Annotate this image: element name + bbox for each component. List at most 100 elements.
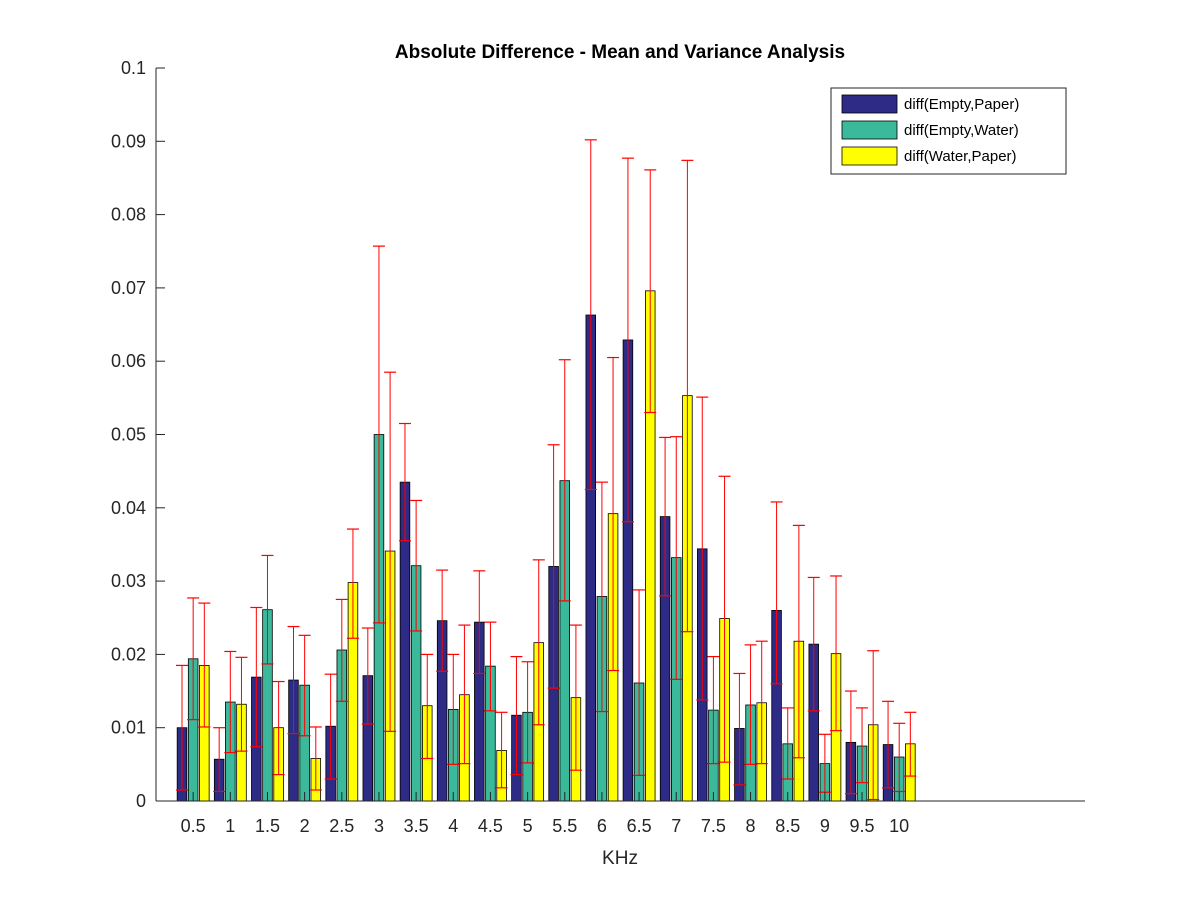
y-tick-label: 0: [136, 791, 146, 811]
legend-swatch: [841, 120, 898, 140]
error-bar: [410, 499, 423, 632]
error-bar: [250, 606, 263, 748]
error-bar: [867, 650, 880, 801]
y-tick-label: 0.02: [111, 644, 146, 664]
legend: diff(Empty,Paper) diff(Empty,Water) diff(W…: [830, 87, 1067, 175]
error-bar: [372, 245, 385, 624]
error-bar: [744, 644, 757, 765]
error-bar: [904, 711, 917, 777]
error-bar: [213, 727, 226, 793]
error-bar: [272, 680, 285, 776]
error-bars-layer: [176, 139, 917, 801]
x-tick-label: 1: [225, 816, 235, 836]
y-tick-label: 0.09: [111, 131, 146, 151]
x-tick-label: 2.5: [329, 816, 354, 836]
error-bar: [287, 625, 300, 735]
error-bar: [882, 700, 895, 789]
error-bar: [681, 159, 694, 633]
error-bar: [830, 575, 843, 732]
legend-label: diff(Empty,Paper): [904, 96, 1019, 113]
error-bar: [298, 634, 311, 737]
error-bar: [346, 528, 359, 639]
x-tick-label: 9: [820, 816, 830, 836]
error-bar: [532, 559, 545, 726]
error-bar: [309, 726, 322, 791]
error-bar: [235, 656, 248, 752]
error-bar: [361, 627, 374, 725]
x-tick-label: 5.5: [552, 816, 577, 836]
error-bar: [569, 624, 582, 771]
error-bar: [547, 444, 560, 689]
error-bar: [558, 359, 571, 602]
error-bar: [584, 139, 597, 491]
y-tick-label: 0.08: [111, 205, 146, 225]
error-bar: [755, 640, 768, 765]
error-bar: [621, 157, 634, 523]
x-tick-label: 2: [300, 816, 310, 836]
x-tick-label: 3.5: [404, 816, 429, 836]
error-bar: [495, 711, 508, 789]
error-bar: [707, 655, 720, 765]
error-bar: [595, 481, 608, 713]
error-bar: [398, 422, 411, 542]
error-bar: [384, 371, 397, 732]
y-tick-label: 0.06: [111, 351, 146, 371]
x-tick-label: 10: [889, 816, 909, 836]
error-bar: [458, 624, 471, 765]
x-tick-label: 4: [448, 816, 458, 836]
error-bar: [261, 554, 274, 665]
x-axis-title: KHz: [602, 848, 638, 869]
error-bar: [893, 722, 906, 793]
x-tick-label: 0.5: [181, 816, 206, 836]
error-bar: [718, 475, 731, 763]
error-bar: [510, 655, 523, 776]
error-bar: [335, 598, 348, 702]
error-bar: [633, 589, 646, 776]
error-bar: [670, 436, 683, 680]
error-bar: [807, 576, 820, 712]
x-tick-label: 8: [746, 816, 756, 836]
error-bar: [436, 569, 449, 672]
error-bar: [224, 650, 237, 754]
legend-item: diff(Water,Paper): [841, 146, 1017, 166]
error-bar: [733, 672, 746, 786]
error-bar: [421, 653, 434, 760]
x-tick-label: 7.5: [701, 816, 726, 836]
legend-label: diff(Water,Paper): [904, 148, 1017, 165]
x-tick-label: 3: [374, 816, 384, 836]
error-bar: [198, 602, 211, 728]
error-bar: [187, 597, 200, 721]
x-tick-label: 6: [597, 816, 607, 836]
error-bar: [607, 356, 620, 672]
y-tick-label: 0.01: [111, 718, 146, 738]
x-tick-label: 4.5: [478, 816, 503, 836]
y-ticks: 0 0.01 0.02 0.03 0.04 0.05 0.06 0.07 0.08 0.09 0.1: [111, 58, 165, 811]
error-bar: [659, 436, 672, 597]
error-bar: [770, 501, 783, 685]
chart-title: Absolute Difference - Mean and Variance …: [395, 42, 845, 63]
legend-swatch: [841, 94, 898, 114]
error-bar: [521, 661, 534, 764]
x-tick-label: 6.5: [627, 816, 652, 836]
error-bar: [856, 707, 869, 784]
y-tick-label: 0.04: [111, 498, 146, 518]
y-tick-label: 0.03: [111, 571, 146, 591]
legend-item: diff(Empty,Water): [841, 120, 1019, 140]
error-bar: [781, 707, 794, 780]
x-tick-label: 9.5: [850, 816, 875, 836]
legend-label: diff(Empty,Water): [904, 122, 1019, 139]
error-bar: [844, 690, 857, 795]
x-tick-label: 5: [523, 816, 533, 836]
legend-item: diff(Empty,Paper): [841, 94, 1019, 114]
error-bar: [792, 524, 805, 759]
x-ticks: 0.5 1 1.5 2 2.5 3 3.5 4 4.5 5 5.5 6 6.5 7 7.5 8 8.5 9 9.5 1…: [181, 792, 909, 836]
error-bar: [324, 673, 337, 780]
y-tick-label: 0.1: [121, 58, 146, 78]
x-tick-label: 8.5: [775, 816, 800, 836]
error-bar: [447, 653, 460, 765]
y-tick-label: 0.07: [111, 278, 146, 298]
error-bar: [644, 169, 657, 414]
y-tick-label: 0.05: [111, 425, 146, 445]
x-tick-label: 7: [671, 816, 681, 836]
